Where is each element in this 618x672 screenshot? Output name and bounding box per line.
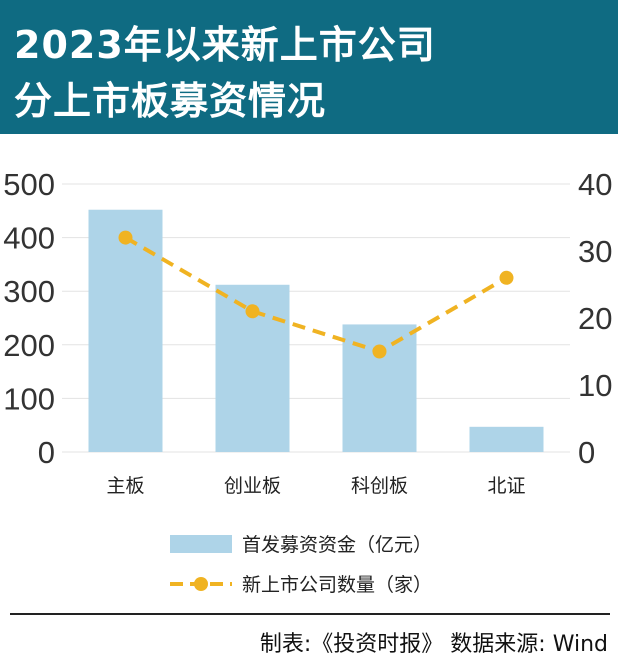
y-left-tick-label: 400 [3,221,55,256]
x-tick-label: 科创板 [351,475,408,497]
y-right-tick-label: 0 [578,435,595,470]
y-right-tick-label: 30 [578,234,612,269]
y-left-tick-label: 500 [3,167,55,202]
line-point [499,270,514,285]
x-tick-label: 主板 [106,475,144,497]
bar [88,209,163,452]
legend-line-label: 新上市公司数量（家） [242,574,432,596]
y-left-tick-label: 200 [3,328,55,363]
y-right-tick-label: 40 [578,167,612,202]
line-point [245,304,260,319]
footer-divider [10,613,610,615]
y-left-tick-label: 0 [38,435,55,470]
chart-title-line-2: 分上市板募资情况 [14,79,327,123]
title-banner: 2023年以来新上市公司 分上市板募资情况 [0,0,618,134]
combo-chart: 0 100 200 300 400 500 0 10 20 30 40 主板 创业板 科创板 北证首发募资资… [3,167,612,596]
source-note: 制表:《投资时报》 数据来源: Wind [259,632,608,657]
y-left-tick-label: 100 [3,381,55,416]
line-point [372,344,387,359]
legend-bar-swatch [170,535,232,553]
chart-title-line-1: 2023年以来新上市公司 [14,23,436,67]
y-right-tick-label: 10 [578,368,612,403]
bar [469,426,544,452]
legend-bar-label: 首发募资资金（亿元） [242,534,432,556]
x-tick-label: 创业板 [224,475,281,497]
x-tick-label: 北证 [487,475,525,497]
line-series-path [124,235,508,354]
legend-line-marker [194,577,208,591]
y-right-tick-label: 20 [578,301,612,336]
line-point [118,230,133,245]
y-left-tick-label: 300 [3,274,55,309]
